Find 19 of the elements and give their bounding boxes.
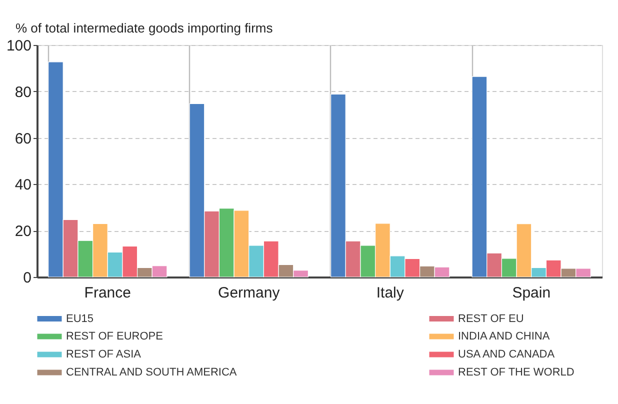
legend-label: REST OF THE WORLD (458, 366, 574, 378)
legend-label: INDIA AND CHINA (458, 330, 550, 342)
y-tick-label: 20 (14, 223, 32, 240)
x-tick-label: France (84, 284, 131, 302)
y-tick-label: 100 (6, 38, 32, 54)
x-tick-label: Germany (218, 284, 280, 302)
legend-label: EU15 (66, 312, 94, 325)
legend-label: USA AND CANADA (458, 348, 556, 360)
y-tick-label: 60 (14, 130, 32, 148)
y-axis-title: % of total intermediate goods importing firms (16, 20, 274, 36)
x-tick-label: Spain (512, 284, 551, 302)
legend-label: REST OF EU (458, 312, 524, 325)
y-tick-label: 0 (23, 270, 32, 286)
legend-label: REST OF ASIA (66, 348, 142, 360)
legend-label: CENTRAL AND SOUTH AMERICA (66, 366, 238, 378)
y-tick-label: 40 (14, 176, 32, 194)
y-tick-label: 80 (14, 84, 32, 101)
x-tick-label: Italy (376, 284, 404, 302)
legend-label: REST OF EUROPE (66, 330, 163, 342)
